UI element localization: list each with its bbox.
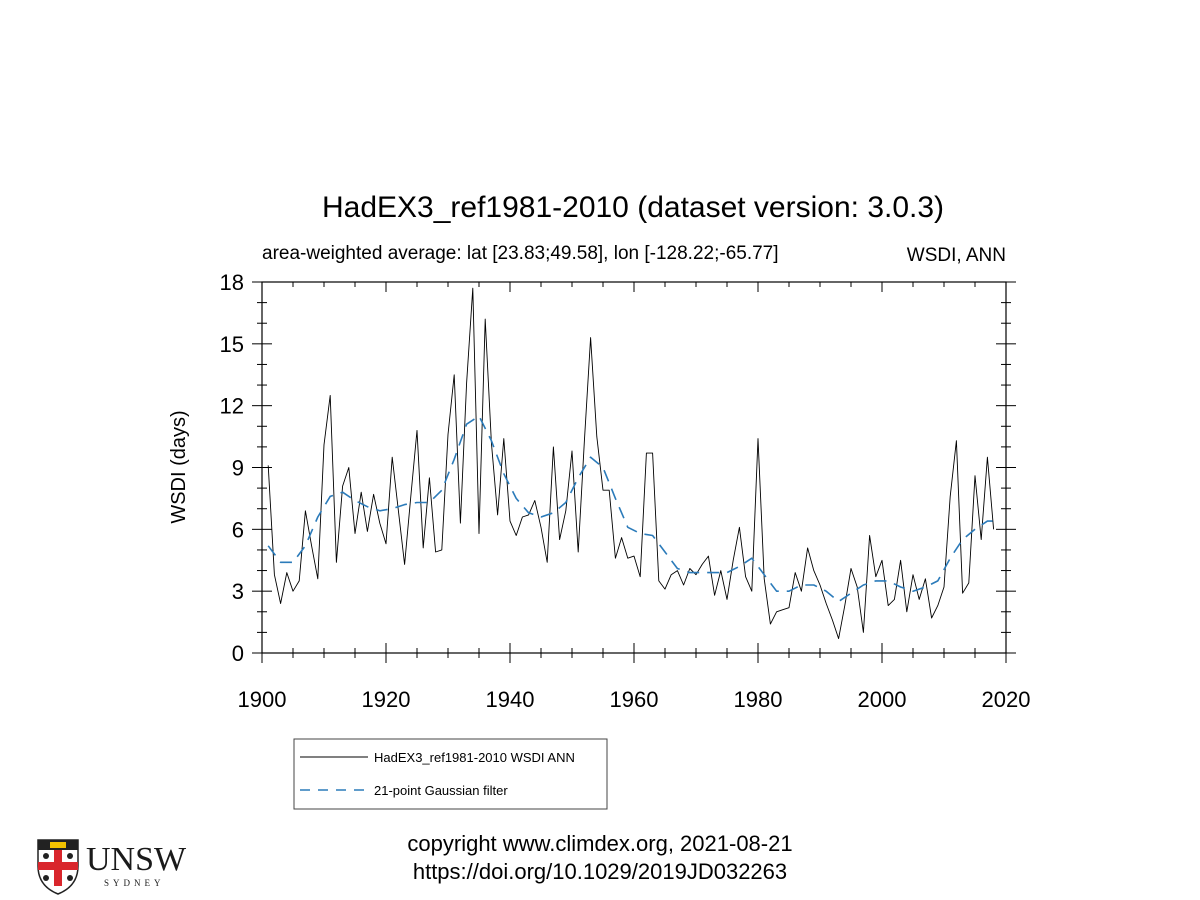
footer: copyright www.climdex.org, 2021-08-21 ht… [300,830,900,886]
chart-title: HadEX3_ref1981-2010 (dataset version: 3.… [322,191,944,224]
x-tick-label: 1980 [734,687,783,712]
y-tick-label: 3 [232,579,244,604]
x-tick-label: 1920 [362,687,411,712]
legend-label-observed: HadEX3_ref1981-2010 WSDI ANN [374,750,575,765]
y-tick-label: 0 [232,641,244,666]
y-tick-label: 6 [232,517,244,542]
chart-subtitle-right: WSDI, ANN [907,245,1006,266]
tick-labels: 1900 1920 1940 1960 1980 2000 2020 0 3 6 9 12 15 18 [220,270,1031,712]
y-tick-label: 18 [220,270,244,295]
series-line-observed [267,287,995,640]
x-tick-label: 1940 [486,687,535,712]
series-layer [267,287,995,640]
unsw-wordmark: UNSW [86,841,187,878]
axis-ticks [252,281,1016,663]
legend-box [293,738,608,810]
doi-link[interactable]: https://doi.org/10.1029/2019JD032263 [412,859,788,884]
y-tick-label: 9 [232,456,244,481]
y-axis-label: WSDI (days) [168,410,190,523]
x-tick-label: 1900 [238,687,287,712]
unsw-logo: UNSW SYDNEY [34,836,194,896]
unsw-crest-icon [37,839,79,895]
x-tick-label: 2020 [982,687,1031,712]
y-tick-label: 12 [220,394,244,419]
legend: HadEX3_ref1981-2010 WSDI ANN 21-point Ga… [293,738,608,810]
x-tick-label: 1960 [610,687,659,712]
x-tick-label: 2000 [858,687,907,712]
chart-subtitle-left: area-weighted average: lat [23.83;49.58]… [262,243,779,264]
legend-label-filter: 21-point Gaussian filter [374,783,508,798]
y-tick-label: 15 [220,332,244,357]
series-line-filter [267,415,994,603]
unsw-sub: SYDNEY [104,878,165,888]
copyright-text: copyright www.climdex.org, 2021-08-21 [407,831,793,856]
plot-frame [261,281,1007,654]
